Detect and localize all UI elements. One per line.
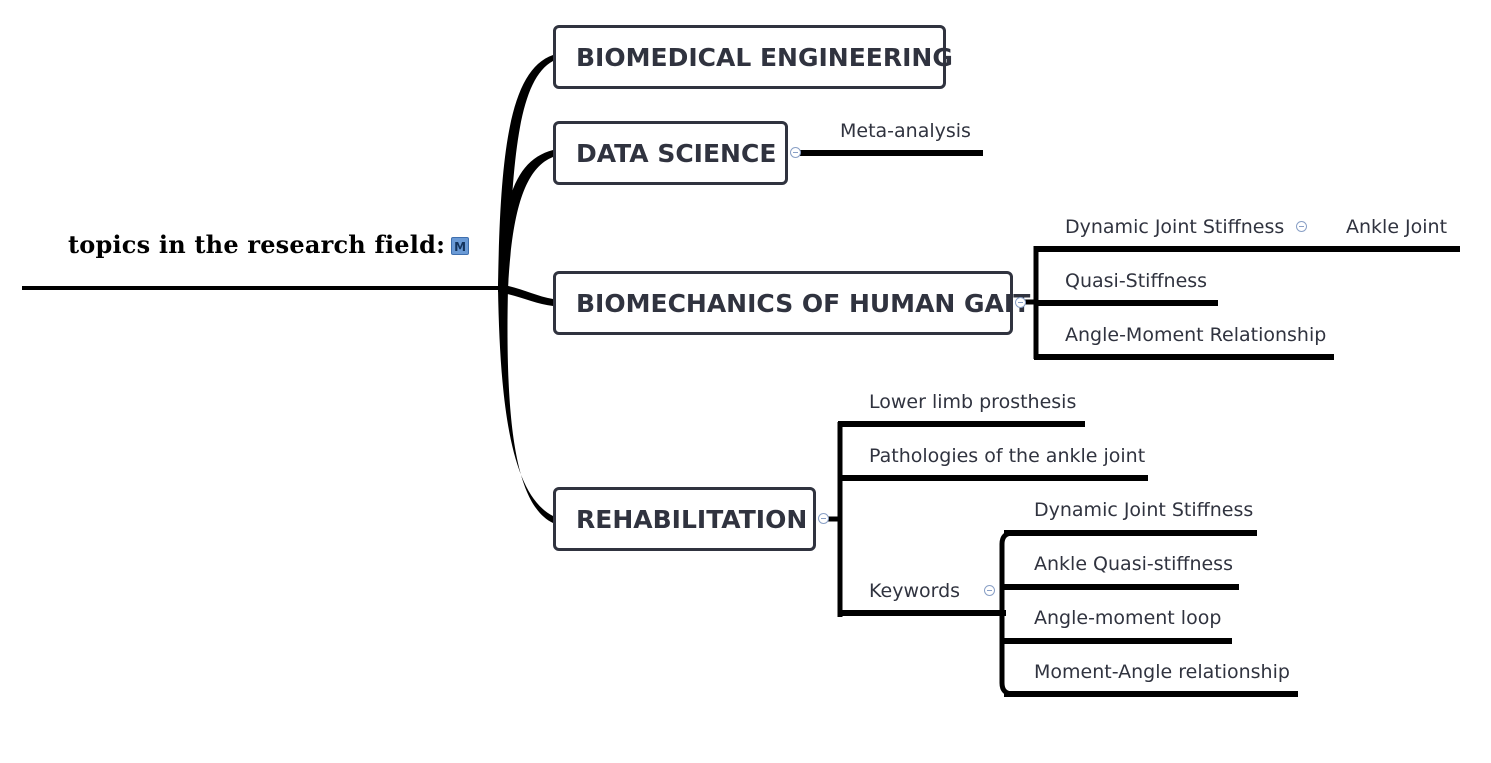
keyword-angle-moment-loop[interactable]: Angle-moment loop <box>1034 607 1222 629</box>
topic-label: REHABILITATION <box>576 504 808 534</box>
subtopic-ankle-joint[interactable]: Ankle Joint <box>1346 216 1448 238</box>
topic-rehabilitation[interactable]: REHABILITATION <box>553 487 816 551</box>
collapse-keywords-icon[interactable] <box>984 585 995 596</box>
keyword-dynamic-joint-stiffness[interactable]: Dynamic Joint Stiffness <box>1034 499 1254 521</box>
collapse-rehabilitation-icon[interactable] <box>818 513 829 524</box>
subtopic-angle-moment-relationship[interactable]: Angle-Moment Relationship <box>1065 324 1327 346</box>
topic-biomedical-engineering[interactable]: BIOMEDICAL ENGINEERING <box>553 25 953 89</box>
branch-biomechanics <box>498 284 553 306</box>
root-topic-label: topics in the research field: <box>68 230 446 259</box>
branch-data-science <box>498 150 553 288</box>
collapse-data-science-icon[interactable] <box>790 147 801 158</box>
subtopic-meta-analysis[interactable]: Meta-analysis <box>840 120 971 142</box>
keyword-ankle-quasi-stiffness[interactable]: Ankle Quasi-stiffness <box>1034 553 1233 575</box>
collapse-biomechanics-icon[interactable] <box>1015 297 1026 308</box>
keyword-moment-angle-relationship[interactable]: Moment-Angle relationship <box>1034 661 1290 683</box>
topic-data-science[interactable]: DATA SCIENCE <box>553 121 788 185</box>
topic-biomechanics-of-human-gait[interactable]: BIOMECHANICS OF HUMAN GAIT <box>553 271 1030 335</box>
subtopic-quasi-stiffness[interactable]: Quasi-Stiffness <box>1065 270 1208 292</box>
collapse-dynamic-joint-stiffness-icon[interactable] <box>1296 221 1307 232</box>
subtopic-lower-limb-prosthesis[interactable]: Lower limb prosthesis <box>869 391 1077 413</box>
topic-label: BIOMEDICAL ENGINEERING <box>576 42 953 72</box>
topic-label: BIOMECHANICS OF HUMAN GAIT <box>576 288 1031 318</box>
connector-keywords-spine <box>999 530 1014 697</box>
marker-icon[interactable]: M <box>451 237 470 255</box>
root-topic[interactable]: topics in the research field: M <box>68 230 470 259</box>
topic-label: DATA SCIENCE <box>576 138 777 168</box>
branch-rehabilitation <box>498 288 553 523</box>
subtopic-dynamic-joint-stiffness[interactable]: Dynamic Joint Stiffness <box>1065 216 1285 238</box>
subtopic-pathologies-ankle-joint[interactable]: Pathologies of the ankle joint <box>869 445 1146 467</box>
subtopic-keywords[interactable]: Keywords <box>869 580 961 602</box>
